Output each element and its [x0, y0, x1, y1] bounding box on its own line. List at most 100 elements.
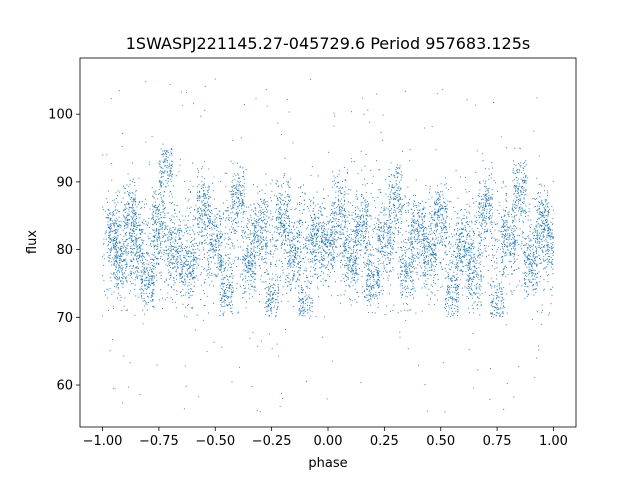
data-point: [208, 264, 210, 266]
data-point: [287, 210, 289, 213]
data-point: [160, 148, 162, 150]
data-point: [227, 278, 229, 281]
data-point: [254, 236, 256, 238]
data-point: [177, 256, 179, 258]
data-point: [136, 256, 138, 258]
data-point: [203, 183, 205, 185]
data-point: [184, 257, 186, 259]
data-point: [231, 186, 233, 188]
data-point: [297, 255, 299, 257]
data-point: [225, 292, 227, 294]
data-point: [242, 249, 244, 251]
data-point: [297, 271, 299, 273]
data-point: [278, 192, 280, 194]
data-point: [246, 250, 248, 252]
data-point: [377, 268, 379, 270]
data-point: [132, 282, 134, 284]
data-point: [339, 200, 341, 202]
data-point: [419, 235, 421, 237]
data-point: [167, 156, 169, 158]
data-point: [135, 189, 137, 192]
data-point: [118, 276, 120, 278]
data-point: [276, 231, 278, 234]
data-point: [248, 255, 250, 257]
data-point: [193, 252, 196, 254]
data-point: [238, 199, 240, 201]
data-point: [214, 221, 216, 223]
data-point: [290, 249, 292, 251]
data-point: [232, 206, 234, 208]
data-point: [221, 241, 223, 243]
data-point: [335, 211, 337, 213]
data-point: [109, 238, 111, 240]
data-point: [204, 202, 206, 204]
data-point: [458, 239, 460, 241]
data-point: [129, 234, 131, 237]
data-point: [458, 217, 460, 219]
data-point: [107, 208, 109, 211]
data-point: [337, 237, 339, 239]
data-point: [266, 306, 268, 308]
data-point: [502, 307, 504, 309]
data-point: [418, 230, 420, 232]
data-point: [219, 264, 221, 266]
data-point: [143, 269, 145, 271]
data-point: [204, 178, 206, 180]
data-point: [491, 215, 493, 217]
data-point: [322, 272, 325, 274]
data-point: [431, 263, 433, 265]
data-point: [479, 211, 481, 213]
data-point: [183, 254, 185, 257]
data-point: [441, 191, 443, 193]
data-point: [302, 289, 304, 291]
data-point: [179, 281, 181, 283]
data-point: [395, 223, 397, 225]
data-point: [335, 207, 338, 209]
data-point: [380, 262, 382, 264]
data-point: [135, 254, 137, 256]
data-point: [402, 254, 404, 256]
data-point: [189, 267, 191, 269]
data-point: [197, 210, 199, 213]
data-point: [491, 313, 493, 315]
data-point: [163, 229, 165, 231]
data-point: [503, 298, 505, 301]
data-point: [165, 158, 167, 160]
data-point: [115, 255, 117, 257]
data-point: [344, 217, 346, 219]
data-point: [332, 220, 334, 222]
data-point: [187, 276, 189, 278]
data-point: [257, 244, 259, 246]
data-point: [477, 308, 479, 310]
data-point: [119, 262, 121, 264]
data-point: [111, 231, 113, 233]
data-point: [295, 254, 297, 256]
data-point: [362, 235, 364, 237]
data-point: [484, 216, 486, 218]
data-point: [332, 237, 334, 239]
data-point: [156, 213, 158, 215]
data-point: [467, 307, 470, 309]
data-point: [407, 272, 409, 274]
data-point: [405, 280, 408, 282]
data-point: [472, 245, 474, 248]
data-point: [363, 221, 365, 223]
data-point: [463, 217, 465, 219]
data-point: [165, 150, 167, 152]
data-point: [266, 212, 268, 214]
data-point: [384, 209, 386, 211]
data-point: [421, 216, 423, 218]
data-point: [423, 259, 425, 261]
data-point: [378, 285, 380, 287]
data-point: [168, 245, 170, 248]
data-point: [114, 286, 116, 288]
data-point: [134, 214, 136, 216]
data-point: [496, 311, 498, 313]
data-point: [208, 221, 210, 223]
data-point: [364, 230, 366, 233]
data-point: [147, 272, 150, 274]
data-point: [469, 248, 471, 250]
data-point: [180, 248, 182, 250]
data-point: [344, 219, 346, 221]
data-point: [181, 275, 183, 277]
